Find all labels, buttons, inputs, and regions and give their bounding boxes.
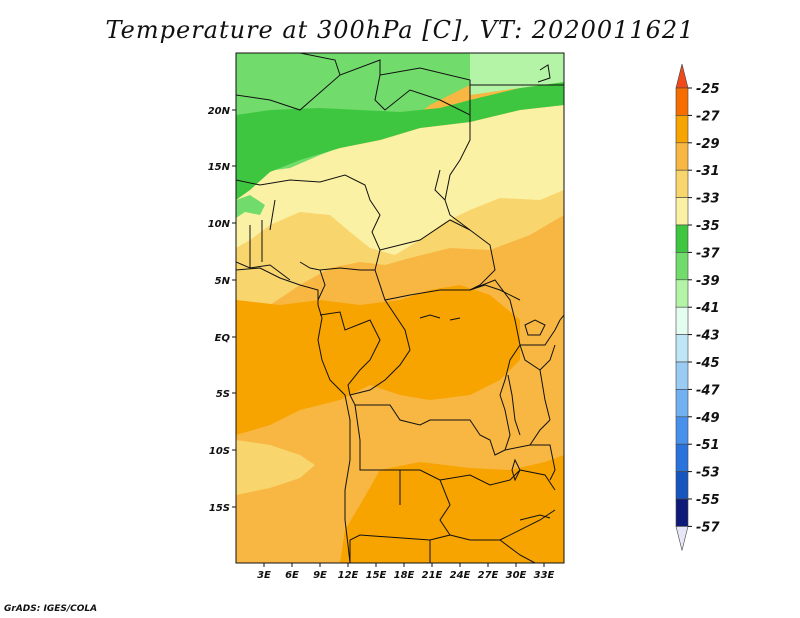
colorbar-bottom-arrow (675, 526, 689, 551)
colorbar-label: -45 (696, 356, 720, 371)
lon-label: 9E (313, 570, 327, 581)
colorbar-box (675, 224, 689, 253)
temperature-field (236, 53, 564, 563)
colorbar-box (675, 306, 689, 335)
lat-label: 20N (208, 106, 231, 117)
border-line (299, 53, 341, 76)
colorbar-label: -29 (696, 137, 720, 152)
colorbar-label: -31 (696, 164, 720, 179)
field-pale-yellow-band (236, 105, 564, 255)
country-borders (236, 53, 564, 563)
border-line (299, 261, 326, 301)
border-line (469, 284, 564, 331)
colorbar-box (675, 279, 689, 308)
field-green-dark (236, 82, 564, 200)
colorbar-label: -33 (696, 192, 720, 207)
colorbar-box (675, 142, 689, 171)
border-line (349, 404, 451, 563)
colorbar-box (675, 443, 689, 472)
lon-label: 12E (338, 570, 359, 581)
border-line (379, 169, 471, 251)
colorbar-box (675, 334, 689, 363)
lat-label: 5N (215, 276, 231, 287)
border-line (236, 199, 291, 281)
lon-label: 24E (450, 570, 471, 581)
lake-outline (511, 458, 521, 482)
lon-label: 18E (394, 570, 415, 581)
colorbar-label: -51 (696, 438, 720, 453)
colorbar-box (675, 169, 689, 198)
colorbar-box (675, 87, 689, 116)
lake-outline (419, 314, 461, 321)
colorbar-box (675, 252, 689, 281)
longitude-axis: 3E 6E 9E 12E 15E 18E 21E 24E 27E 30E 33E (257, 563, 555, 581)
border-line (236, 174, 381, 271)
lon-label: 33E (534, 570, 555, 581)
colorbar-label: -25 (696, 82, 720, 97)
figure-title: Temperature at 300hPa [C], VT: 202001162… (105, 16, 695, 44)
lon-label: 6E (285, 570, 299, 581)
lake-outline (537, 64, 551, 83)
colorbar-label: -43 (696, 329, 720, 344)
colorbar-label: -47 (696, 383, 720, 398)
colorbar-label: -41 (696, 301, 720, 316)
latitude-axis: 20N 15N 10N 5N EQ 5S 10S 15S (208, 106, 236, 514)
colorbar-box (675, 389, 689, 418)
lat-label: 10S (209, 446, 230, 457)
colorbar-box (675, 471, 689, 500)
coastline (236, 267, 351, 563)
lake-outline (519, 514, 551, 521)
lon-label: 3E (257, 570, 271, 581)
border-line (504, 419, 556, 491)
border-line (349, 344, 521, 456)
border-line (236, 59, 471, 116)
software-credit: GrADS: IGES/COLA (4, 604, 98, 614)
lat-label: 10N (208, 219, 231, 230)
lon-label: 27E (478, 570, 499, 581)
lat-label: 15S (209, 503, 230, 514)
colorbar-box (675, 498, 689, 527)
colorbar-top-arrow (675, 63, 689, 89)
border-line (319, 299, 411, 396)
colorbar-label: -35 (696, 219, 720, 234)
field-green-coast (236, 195, 265, 218)
colorbar-box (675, 197, 689, 226)
colorbar-label: -49 (696, 411, 720, 426)
field-orange-center (236, 285, 520, 435)
lon-label: 15E (366, 570, 387, 581)
lake-outline (524, 319, 546, 336)
colorbar-label: -39 (696, 274, 720, 289)
field-yellow-southwest (236, 440, 315, 495)
colorbar-label: -37 (696, 246, 720, 261)
colorbar-label: -27 (696, 109, 720, 124)
border-line (519, 344, 556, 421)
border-line (374, 269, 556, 346)
colorbar-label: -53 (696, 466, 720, 481)
colorbar-box (675, 115, 689, 144)
colorbar-box (675, 361, 689, 390)
colorbar-label: -57 (696, 520, 720, 535)
map-frame (235, 52, 565, 564)
colorbar: -25 -27 -29 -31 -33 -35 -37 -39 -41 -43 -45 -47 -49 -… (675, 63, 720, 551)
lon-label: 21E (422, 570, 443, 581)
colorbar-label: -55 (696, 493, 720, 508)
lake-outline (507, 374, 521, 436)
lat-label: EQ (215, 333, 231, 344)
border-line (429, 539, 536, 563)
colorbar-box (675, 416, 689, 445)
lat-label: 15N (208, 162, 231, 173)
lat-label: 5S (216, 389, 230, 400)
lon-label: 30E (506, 570, 527, 581)
